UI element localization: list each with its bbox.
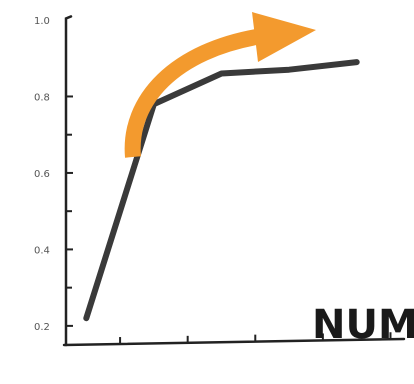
y-tick-label: 0.2 (34, 322, 50, 333)
annotation-layer (124, 12, 316, 158)
y-tick-label: 1.0 (34, 16, 50, 27)
y-tick-label: 0.6 (34, 169, 50, 180)
x-axis-label: NUM (312, 302, 414, 348)
annotation-arrow-shaft (124, 28, 264, 158)
y-tick-label: 0.4 (34, 245, 50, 256)
chart-axes (62, 15, 406, 347)
annotation-arrow-head (252, 12, 316, 62)
series-lines (83, 59, 360, 322)
y-tick-label: 0.8 (34, 92, 50, 103)
y-axis-line (64, 15, 73, 347)
series-line (83, 59, 360, 322)
y-tick-labels: 0.2 0.4 0.6 0.8 1.0 (34, 16, 50, 333)
